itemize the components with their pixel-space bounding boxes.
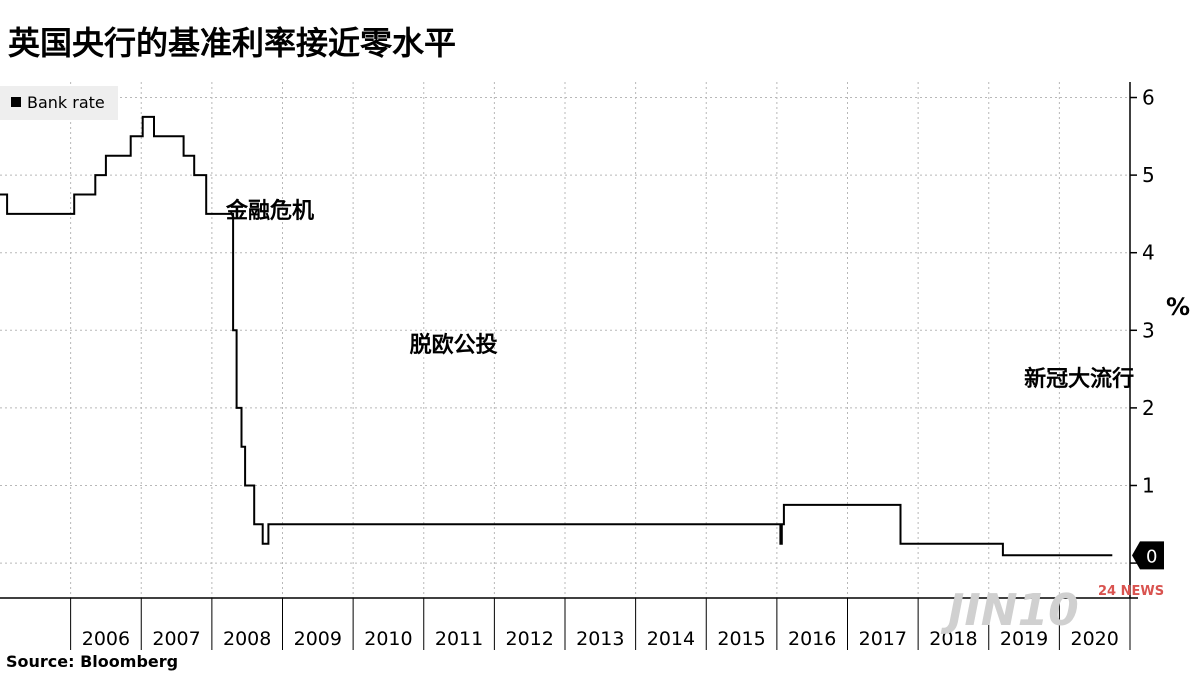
x-tick-label: 2009 [294, 628, 342, 650]
x-tick-label: 2007 [152, 628, 200, 650]
source-note: Source: Bloomberg [6, 652, 179, 671]
y-tick-label: 4 [1142, 241, 1155, 265]
series-line-bank-rate [0, 115, 1113, 557]
y-tick-label: 1 [1142, 473, 1155, 497]
x-tick-label: 2015 [717, 628, 765, 650]
x-tick-label: 2008 [223, 628, 271, 650]
annotation-2: 脱欧公投 [410, 332, 498, 358]
watermark: JIN10 24 NEWS [940, 584, 1164, 636]
x-tick-label: 2014 [647, 628, 695, 650]
annotation-3: 新冠大流行 [1024, 366, 1134, 392]
axis-layer: 1 2 3 4 5 6% 2006 2007 2008 2009 2010 2011 2012 2013 2… [0, 82, 1190, 650]
series-layer [0, 115, 1113, 557]
y-tick-label: 3 [1142, 318, 1155, 342]
watermark-brand: JIN10 [940, 585, 1079, 636]
y-tick-label: 6 [1142, 86, 1155, 110]
x-tick-label: 2017 [859, 628, 907, 650]
legend: Bank rate [0, 86, 118, 120]
last-value-marker [1132, 541, 1164, 570]
x-tick-label: 2011 [435, 628, 483, 650]
legend-label-bank-rate: Bank rate [27, 93, 105, 112]
x-tick-label: 2013 [576, 628, 624, 650]
x-tick-label: 2006 [82, 628, 130, 650]
annotation-1: 金融危机 [225, 198, 314, 224]
x-tick-label: 2010 [364, 628, 412, 650]
x-tick-label: 2018 [929, 628, 977, 650]
legend-swatch [11, 97, 21, 107]
y-tick-label: 5 [1142, 163, 1155, 187]
x-tick-label: 2020 [1071, 628, 1119, 650]
x-tick-label: 2016 [788, 628, 836, 650]
last-value-label: 0 [1146, 546, 1157, 567]
x-tick-label: 2019 [1000, 628, 1048, 650]
grid-layer [0, 82, 1130, 598]
chart-title: 英国央行的基准利率接近零水平 [8, 24, 457, 62]
y-axis-unit: % [1166, 293, 1190, 321]
y-tick-label: 2 [1142, 396, 1155, 420]
watermark-tag: 24 NEWS [1098, 584, 1164, 599]
x-tick-label: 2012 [506, 628, 554, 650]
